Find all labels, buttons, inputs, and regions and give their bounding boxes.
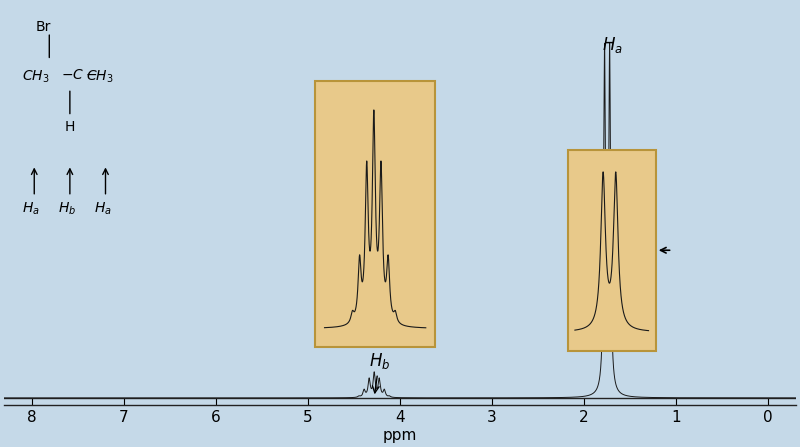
Text: $-C-$: $-C-$ — [61, 68, 98, 82]
Text: $H_b$: $H_b$ — [58, 201, 76, 217]
FancyBboxPatch shape — [567, 150, 656, 350]
Text: $H_a$: $H_a$ — [94, 201, 111, 217]
Text: $H_a$: $H_a$ — [22, 201, 39, 217]
Text: $CH_3$: $CH_3$ — [86, 68, 114, 85]
X-axis label: ppm: ppm — [383, 428, 417, 443]
FancyBboxPatch shape — [315, 81, 435, 347]
Text: H: H — [64, 120, 74, 135]
Text: $CH_3$: $CH_3$ — [22, 68, 49, 85]
Text: $H_a$: $H_a$ — [602, 35, 622, 55]
Text: $H_b$: $H_b$ — [369, 350, 390, 393]
Text: Br: Br — [36, 20, 51, 34]
